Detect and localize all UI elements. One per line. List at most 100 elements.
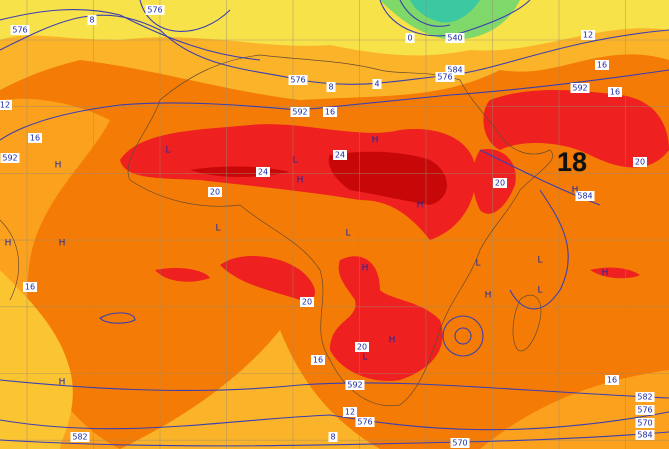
pressure-mark: H [297,176,304,186]
isoline [0,102,301,141]
contour-label: 576 [637,406,652,415]
isoline [509,189,569,310]
contour-label: 24 [258,168,268,177]
contour-label: 582 [637,393,652,402]
contour-label: 20 [302,298,312,307]
contour-label-box [633,157,647,167]
contour-label-box [70,432,90,442]
contour-label-box [445,65,465,75]
pressure-mark: H [362,264,369,274]
contour-label-box [595,60,609,70]
contour-label: 576 [12,26,27,35]
contour-label: 24 [335,151,345,160]
contour-label: 20 [210,188,220,197]
contour-label-box [290,107,310,117]
pressure-mark: H [5,239,12,249]
contour-label-box [372,79,382,89]
contour-label: 576 [357,418,372,427]
coast-outline [512,294,542,352]
field-band [0,270,73,449]
contour-label-box [326,82,336,92]
contour-label-box [493,178,507,188]
field-band [155,267,210,282]
overlay-label: 18 [557,147,587,177]
contour-label: 16 [610,88,620,97]
contour-label: 584 [447,66,462,75]
isoline [0,431,669,447]
contour-label-box [10,25,30,35]
pressure-mark: H [55,161,62,171]
contour-label-box [355,417,375,427]
contour-label: 570 [452,439,467,448]
contour-label-box [343,407,357,417]
contour-label-box [288,75,308,85]
contour-label-box [28,133,42,143]
isoline [379,0,531,37]
contour-label: 584 [577,192,592,201]
contour-label-box [435,72,455,82]
contour-label-box [145,5,165,15]
pressure-mark: H [389,336,396,346]
contour-label: 592 [572,84,587,93]
coastline [0,54,553,407]
contour-label: 576 [147,6,162,15]
contour-label-box [323,107,337,117]
contour-label-box [445,33,465,43]
contour-label: 8 [89,16,94,25]
pressure-mark: H [485,291,492,301]
contour-label: 16 [597,61,607,70]
contour-label-box [570,83,590,93]
contour-label: 592 [347,381,362,390]
pressure-mark: L [215,224,220,234]
contour-label: 12 [0,101,10,110]
contour-label: 20 [495,179,505,188]
contour-label-box [355,342,369,352]
pressure-mark: L [362,353,367,363]
contour-label-box [450,438,470,448]
isoline [299,69,669,111]
contour-label-box [23,282,37,292]
pressure-mark: L [292,156,297,166]
contour-label: 4 [374,80,379,89]
contour-label: 20 [357,343,367,352]
pressure-mark: H [602,269,609,279]
contour-label: 16 [325,108,335,117]
contour-label: 12 [345,408,355,417]
contour-label: 584 [637,431,652,440]
coast-outline [0,219,20,301]
contour-label-box [581,30,595,40]
pressure-mark: L [165,146,170,156]
contour-label: 582 [72,433,87,442]
contour-label: 16 [313,356,323,365]
isoline [399,0,451,27]
contour-label-box [208,187,222,197]
contour-label-box [300,297,314,307]
contour-label: 8 [328,83,333,92]
pressure-mark: L [345,229,350,239]
contour-label: 576 [290,76,305,85]
contour-label-box [635,405,655,415]
pressure-mark: H [59,239,66,249]
pressure-mark: H [417,201,424,211]
pressure-mark: H [572,186,579,196]
field-band [120,330,380,449]
contour-label-box [328,432,338,442]
isoline [442,315,484,357]
isoline [454,327,472,345]
contour-label-box [635,430,655,440]
contour-label: 16 [607,376,617,385]
contour-label: 592 [2,154,17,163]
contour-label: 540 [447,34,462,43]
contour-label-box [333,150,347,160]
contour-label-box [311,355,325,365]
contour-label-box [345,380,365,390]
isoline [0,411,669,431]
contour-label: 12 [583,31,593,40]
field-band [483,90,669,168]
contour-label: 0 [407,34,412,43]
contour-label-box [575,191,595,201]
contour-label-box [0,153,20,163]
